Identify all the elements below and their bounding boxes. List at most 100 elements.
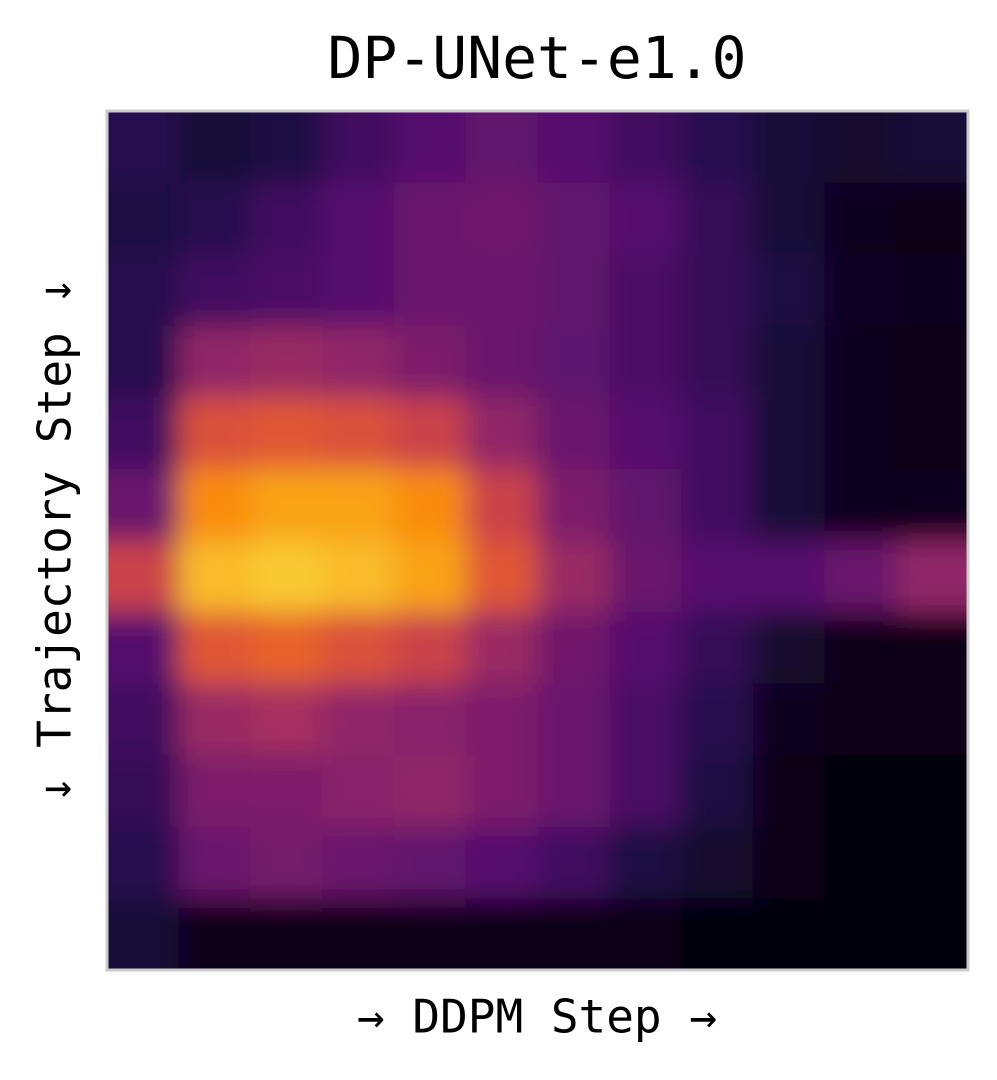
heatmap-cell <box>322 540 395 613</box>
heatmap-cell <box>394 397 467 470</box>
heatmap-cell <box>824 898 897 970</box>
heatmap-cell <box>107 468 180 541</box>
heatmap-cell <box>465 111 538 184</box>
heatmap-cell <box>609 755 682 828</box>
heatmap-cell <box>896 540 968 613</box>
heatmap-cell <box>322 683 395 756</box>
heatmap-cell <box>681 468 754 541</box>
heatmap-cell <box>394 755 467 828</box>
heatmap-cell <box>824 111 897 184</box>
heatmap-cell <box>465 898 538 970</box>
heatmap-cell <box>250 468 323 541</box>
heatmap-cell <box>537 182 610 255</box>
heatmap-cell <box>896 397 968 470</box>
heatmap-cell <box>537 111 610 184</box>
heatmap-cell <box>107 540 180 613</box>
heatmap-cell <box>896 111 968 184</box>
heatmap-cell <box>752 325 825 398</box>
heatmap-cell <box>465 755 538 828</box>
heatmap-cell <box>824 182 897 255</box>
heatmap-cell <box>824 468 897 541</box>
heatmap-cell <box>681 182 754 255</box>
heatmap-cell <box>681 540 754 613</box>
heatmap-cell <box>752 111 825 184</box>
heatmap-cell <box>107 397 180 470</box>
heatmap-cell <box>322 755 395 828</box>
heatmap-cell <box>322 254 395 327</box>
heatmap-cell <box>681 826 754 899</box>
heatmap-cell <box>178 254 251 327</box>
heatmap-cell <box>250 755 323 828</box>
heatmap-cell <box>465 254 538 327</box>
heatmap-cell <box>609 468 682 541</box>
heatmap-cell <box>107 612 180 685</box>
heatmap-cell <box>537 755 610 828</box>
heatmap-cell <box>537 612 610 685</box>
heatmap-cell <box>896 683 968 756</box>
heatmap-cell <box>609 540 682 613</box>
heatmap-cell <box>394 898 467 970</box>
heatmap-cell <box>107 683 180 756</box>
heatmap-cell <box>609 111 682 184</box>
heatmap-cell <box>824 325 897 398</box>
heatmap <box>107 111 968 970</box>
heatmap-cell <box>609 182 682 255</box>
heatmap-cell <box>752 468 825 541</box>
plot-frame <box>105 109 970 972</box>
heatmap-cell <box>250 540 323 613</box>
heatmap-cell <box>752 254 825 327</box>
heatmap-cell <box>394 111 467 184</box>
heatmap-cell <box>824 254 897 327</box>
heatmap-cell <box>609 898 682 970</box>
heatmap-cell <box>178 683 251 756</box>
heatmap-cell <box>322 182 395 255</box>
heatmap-cell <box>537 397 610 470</box>
heatmap-cell <box>394 182 467 255</box>
heatmap-cell <box>465 826 538 899</box>
heatmap-cell <box>752 683 825 756</box>
chart-title: DP-UNet-e1.0 <box>327 24 746 92</box>
heatmap-cell <box>107 254 180 327</box>
heatmap-cell <box>537 325 610 398</box>
heatmap-cell <box>752 397 825 470</box>
heatmap-cell <box>681 612 754 685</box>
heatmap-cell <box>752 898 825 970</box>
heatmap-cell <box>178 612 251 685</box>
heatmap-cell <box>178 397 251 470</box>
heatmap-cell <box>250 254 323 327</box>
heatmap-cell <box>465 683 538 756</box>
heatmap-cell <box>896 325 968 398</box>
heatmap-cell <box>896 182 968 255</box>
heatmap-cell <box>394 612 467 685</box>
heatmap-cell <box>465 468 538 541</box>
heatmap-cell <box>537 826 610 899</box>
heatmap-cell <box>752 540 825 613</box>
heatmap-cell <box>896 898 968 970</box>
heatmap-cell <box>250 325 323 398</box>
heatmap-cell <box>537 254 610 327</box>
heatmap-cell <box>250 182 323 255</box>
heatmap-cell <box>107 325 180 398</box>
heatmap-cell <box>681 755 754 828</box>
heatmap-cell <box>681 254 754 327</box>
heatmap-cell <box>609 612 682 685</box>
heatmap-cells <box>107 111 968 970</box>
heatmap-cell <box>322 397 395 470</box>
heatmap-cell <box>681 111 754 184</box>
heatmap-cell <box>178 826 251 899</box>
heatmap-cell <box>896 826 968 899</box>
heatmap-cell <box>896 755 968 828</box>
heatmap-cell <box>824 755 897 828</box>
heatmap-cell <box>752 182 825 255</box>
heatmap-cell <box>824 612 897 685</box>
heatmap-cell <box>107 182 180 255</box>
heatmap-cell <box>178 325 251 398</box>
heatmap-cell <box>465 325 538 398</box>
heatmap-cell <box>752 612 825 685</box>
x-axis-label: → DDPM Step → <box>357 990 717 1044</box>
heatmap-cell <box>178 755 251 828</box>
heatmap-cell <box>609 826 682 899</box>
heatmap-cell <box>465 397 538 470</box>
heatmap-cell <box>681 898 754 970</box>
